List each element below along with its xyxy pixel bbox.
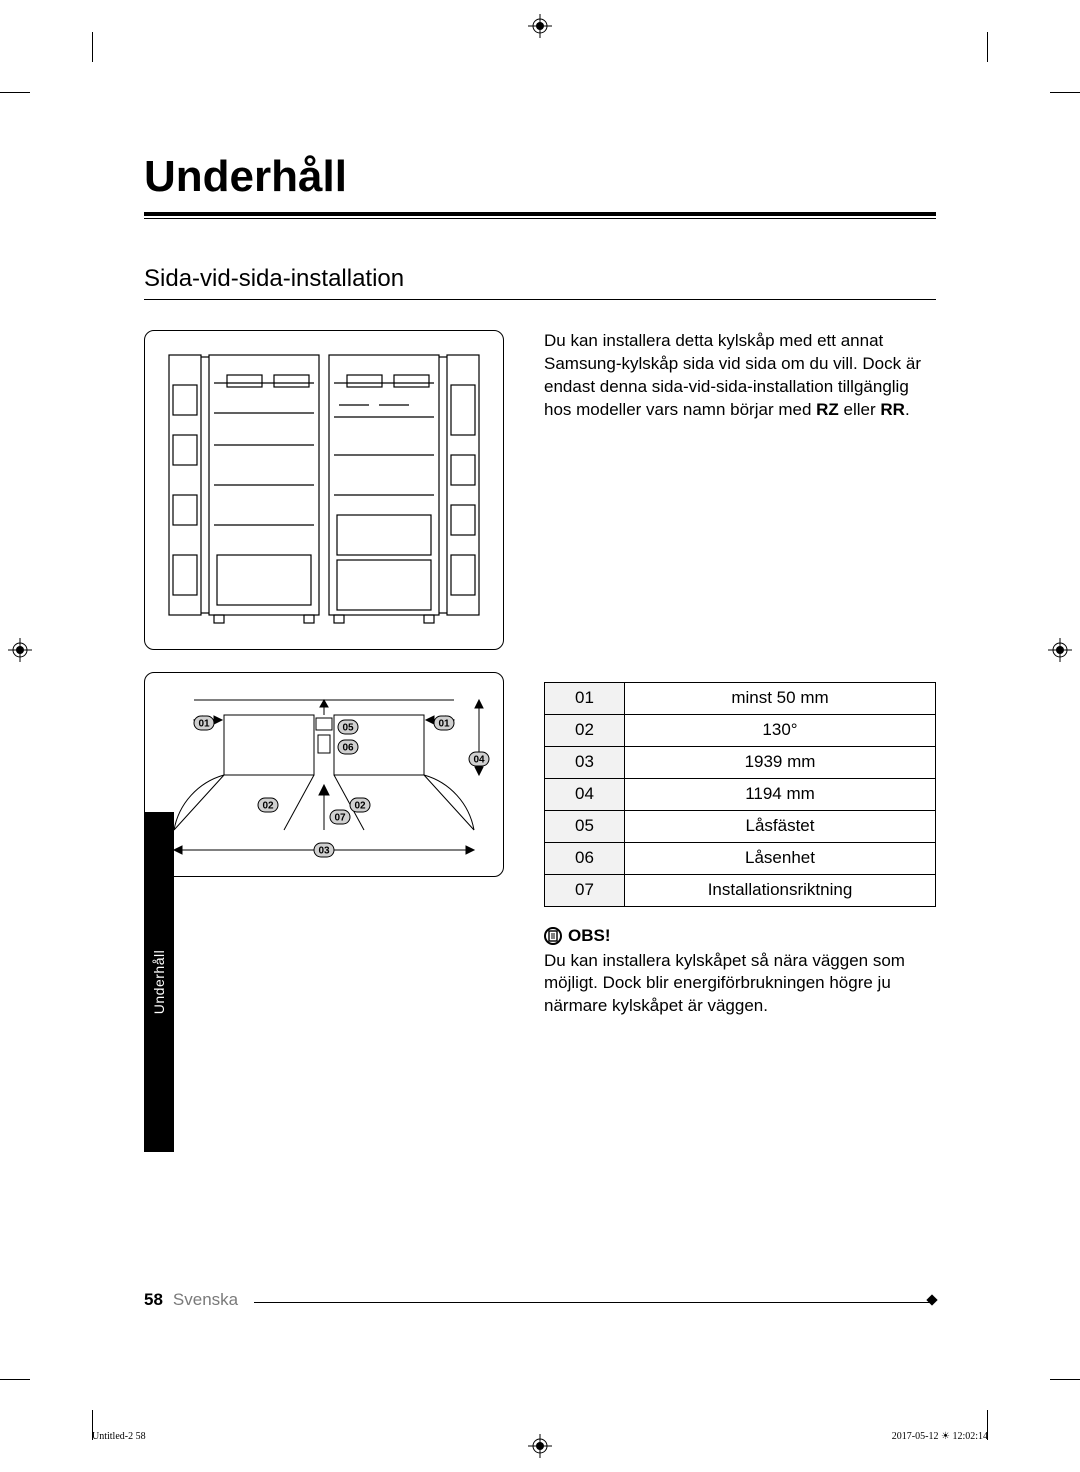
table-column: 01minst 50 mm02130°031939 mm041194 mm05L… [544, 672, 936, 1018]
spec-value-cell: Installationsriktning [625, 874, 936, 906]
spec-value-cell: 1939 mm [625, 746, 936, 778]
crop-mark [1050, 92, 1080, 93]
crop-mark [987, 32, 988, 62]
table-row: 02130° [545, 714, 936, 746]
spec-value-cell: minst 50 mm [625, 683, 936, 715]
print-date: 2017-05-12 [892, 1431, 941, 1442]
registration-mark-icon [528, 1434, 552, 1458]
print-slug-left: Untitled-2 58 [92, 1431, 146, 1442]
spec-table: 01minst 50 mm02130°031939 mm041194 mm05L… [544, 682, 936, 907]
page-footer: 58 Svenska [144, 1290, 936, 1310]
section-tab: Underhåll [144, 812, 174, 1152]
model-prefix: RZ [816, 400, 839, 419]
section-heading: Sida-vid-sida-installation [144, 265, 936, 299]
table-row: 05Låsfästet [545, 810, 936, 842]
spec-value-cell: 1194 mm [625, 778, 936, 810]
spec-id-cell: 04 [545, 778, 625, 810]
page-title-block: Underhåll [144, 152, 936, 219]
title-rule [144, 218, 936, 219]
print-slug-right: 2017-05-12 ☀ 12:02:14 [892, 1431, 988, 1442]
table-row: 07Installationsriktning [545, 874, 936, 906]
page-content: Underhåll Sida-vid-sida-installation [92, 92, 988, 1380]
footer-diamond-icon [926, 1294, 937, 1305]
registration-mark-icon [8, 638, 32, 662]
crop-mark [0, 92, 30, 93]
crop-mark [92, 32, 93, 62]
spacer-column [144, 672, 504, 1018]
table-row: 01minst 50 mm [545, 683, 936, 715]
table-row: 06Låsenhet [545, 842, 936, 874]
table-row: 041194 mm [545, 778, 936, 810]
intro-paragraph: Du kan installera detta kylskåp med ett … [544, 330, 936, 422]
spec-id-cell: 07 [545, 874, 625, 906]
note-icon [544, 927, 562, 945]
crop-mark [0, 1379, 30, 1380]
content-row-2: 01minst 50 mm02130°031939 mm041194 mm05L… [144, 672, 936, 1018]
page-title: Underhåll [144, 152, 936, 212]
note-block: OBS! Du kan installera kylskåpet så nära… [544, 925, 936, 1019]
footer-rule [254, 1302, 932, 1303]
spec-id-cell: 06 [545, 842, 625, 874]
title-rule [144, 212, 936, 216]
registration-mark-icon [1048, 638, 1072, 662]
fridge-open-illustration-icon [159, 345, 489, 635]
section-heading-block: Sida-vid-sida-installation [144, 265, 936, 300]
table-row: 031939 mm [545, 746, 936, 778]
registration-mark-icon [528, 14, 552, 38]
spec-id-cell: 01 [545, 683, 625, 715]
model-prefix: RR [880, 400, 905, 419]
spec-value-cell: 130° [625, 714, 936, 746]
spec-value-cell: Låsfästet [625, 810, 936, 842]
fridge-diagram [144, 330, 504, 650]
crop-mark [1050, 1379, 1080, 1380]
print-time: 12:02:14 [952, 1431, 988, 1442]
intro-text: eller [839, 400, 881, 419]
note-heading: OBS! [544, 925, 936, 948]
spec-id-cell: 03 [545, 746, 625, 778]
note-text: Du kan installera kylskåpet så nära vägg… [544, 950, 936, 1019]
page-number: 58 [144, 1290, 163, 1310]
spec-id-cell: 02 [545, 714, 625, 746]
section-tab-label: Underhåll [151, 950, 167, 1014]
note-label: OBS! [568, 925, 611, 948]
section-rule [144, 299, 936, 300]
intro-text: . [905, 400, 910, 419]
spec-value-cell: Låsenhet [625, 842, 936, 874]
spec-id-cell: 05 [545, 810, 625, 842]
page-language: Svenska [173, 1290, 238, 1310]
